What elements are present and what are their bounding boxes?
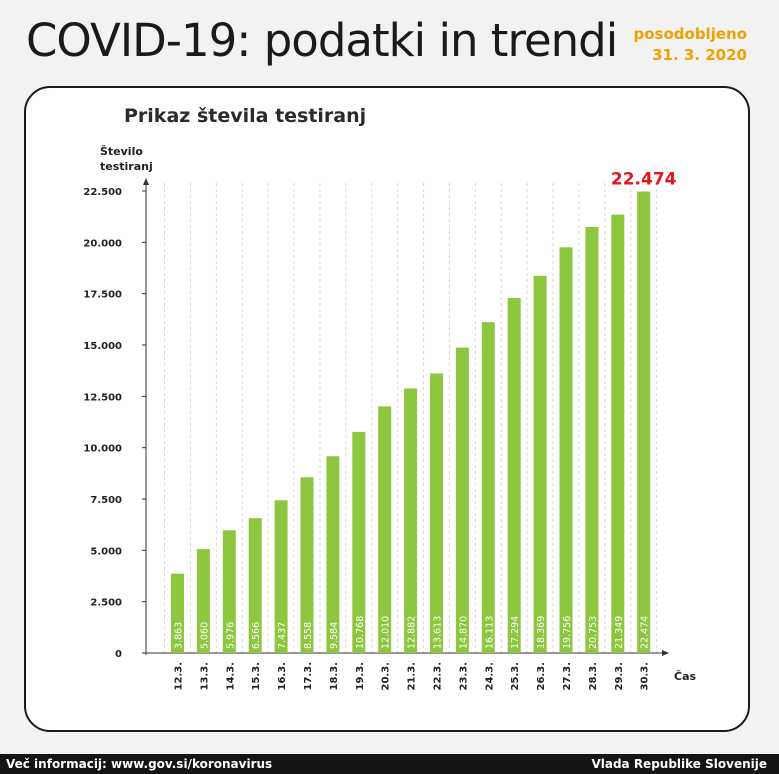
x-tick-label: 18.3. [329,662,340,690]
bar-value-label: 20.753 [588,616,599,649]
bar [507,297,521,653]
bar [352,431,366,653]
bar-value-label: 13.613 [433,616,444,649]
bar [171,573,184,653]
x-tick-label: 27.3. [562,662,573,690]
bar [481,322,495,653]
y-tick-label: 5.000 [90,546,122,557]
x-tick-label: 16.3. [277,662,288,690]
y-tick-label: 17.500 [83,290,122,301]
bar-value-label: 5.060 [199,622,210,649]
x-axis-arrow [662,650,669,656]
bar-value-label: 7.437 [277,622,288,649]
x-tick-label: 14.3. [225,662,236,690]
bar-value-label: 8.558 [303,622,314,649]
bar-value-label: 12.882 [407,616,418,649]
y-tick-label: 15.000 [83,341,122,352]
x-tick-label: 17.3. [303,662,314,690]
chart-title: Prikaz števila testiranj [124,105,367,127]
bar-value-label: 9.584 [329,622,340,649]
bar [559,247,573,654]
footer-info-link[interactable]: Več informacij: www.gov.si/koronavirus [6,757,273,771]
footer-bar: Več informacij: www.gov.si/koronavirus V… [0,754,779,774]
x-tick-label: 15.3. [251,662,262,690]
bar-value-label: 12.010 [381,616,392,649]
bar-value-label: 3.863 [174,622,185,649]
y-tick-label: 12.500 [83,392,122,403]
y-axis-label: Število testiranj [100,145,153,173]
x-tick-label: 23.3. [458,662,469,690]
bar-value-label: 18.369 [536,616,547,649]
bar-value-label: 10.768 [355,616,366,649]
update-label: posodobljeno [633,25,748,43]
page-title: COVID-19: podatki in trendi [26,14,618,67]
x-tick-label: 12.3. [174,662,185,690]
y-tick-label: 2.500 [90,598,122,609]
x-tick-label: 24.3. [484,662,495,690]
y-tick-label: 22.500 [83,187,122,198]
bar [378,406,392,653]
x-tick-label: 30.3. [640,662,651,690]
bar [455,347,469,653]
x-tick-label: 20.3. [381,662,392,690]
bar [404,388,418,653]
x-tick-label: 26.3. [536,662,547,690]
bar [611,214,625,654]
bar-value-label: 16.113 [484,616,495,649]
x-tick-label: 13.3. [199,662,210,690]
bar [326,456,340,653]
x-tick-label: 22.3. [433,662,444,690]
x-tick-label: 29.3. [614,662,625,690]
y-tick-label: 7.500 [90,495,122,506]
bar [585,226,599,653]
x-tick-label: 28.3. [588,662,599,690]
bar-value-label: 6.566 [251,622,262,649]
x-tick-label: 25.3. [510,662,521,690]
bar-value-label: 5.976 [225,622,236,649]
bar [300,477,314,653]
bar-value-label: 19.756 [562,616,573,649]
y-tick-label: 10.000 [83,444,122,455]
bar [533,275,547,653]
bar [637,191,651,653]
bar-value-label: 21.349 [614,616,625,649]
bar [430,373,443,653]
bar [248,518,262,653]
bar [196,549,210,653]
y-axis-arrow [143,178,149,185]
update-info: posodobljeno 31. 3. 2020 [634,24,748,66]
x-tick-label: 21.3. [407,662,418,690]
y-tick-label: 0 [115,649,122,660]
x-axis-label: Čas [674,670,696,683]
bar-value-label: 14.870 [458,616,469,649]
highlight-value-label: 22.474 [611,170,677,190]
footer-organization: Vlada Republike Slovenije [591,757,767,771]
bar [222,530,236,653]
bar [274,500,288,653]
bar-value-label: 22.474 [640,616,651,649]
bar-value-label: 17.294 [510,616,521,649]
update-date: 31. 3. 2020 [652,46,747,64]
x-tick-label: 19.3. [355,662,366,690]
y-tick-label: 20.000 [83,238,122,249]
